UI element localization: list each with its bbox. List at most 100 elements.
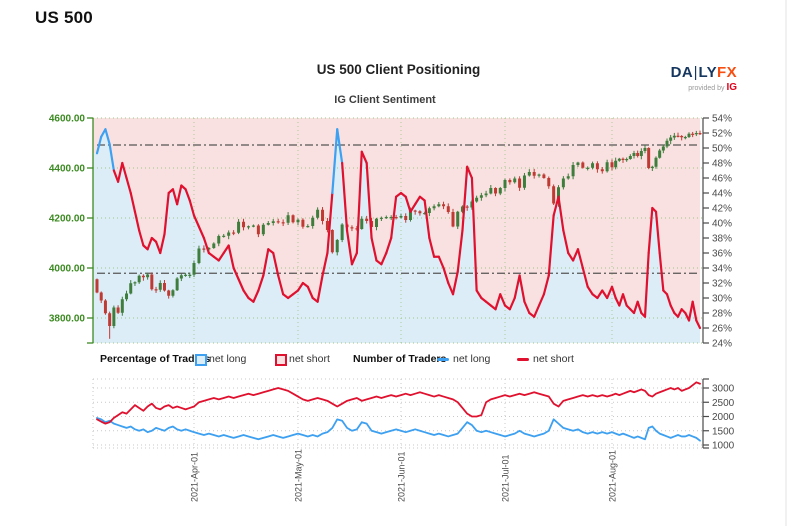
candle-body [694,133,698,135]
candle-body [527,172,531,176]
candle-body [389,217,393,219]
percent-tick-label: 36% [712,249,732,260]
candle-body [687,133,691,137]
net-short-pct-segment [345,229,354,266]
logo-fx: FX [717,64,737,81]
candle-body [271,221,275,223]
net-short-pct-segment [252,289,260,303]
percent-axis: 24% 26% 28% 30% 32% 34% 36% 38% 40% 42% 44% 46% 48% 5… [702,114,732,350]
candle-body [683,137,687,139]
candle-body [311,217,315,226]
candle-body [698,133,702,135]
net-short-pct-segment [133,210,141,232]
net-short-pct-segment [567,251,575,262]
dailyfx-wordmark: DA|LYFX [637,64,737,81]
net-short-count-line [96,381,701,425]
net-short-pct-segment [237,278,245,292]
net-short-pct-segment [277,274,285,296]
candle-body [301,219,305,227]
net-short-pct-segment [129,191,137,213]
logo-bar-icon: | [693,64,698,81]
candle-body [154,289,158,291]
percent-tick-label: 26% [712,324,732,335]
net-short-pct-segment [296,281,305,292]
candle-body [394,217,398,219]
candle-body [330,230,334,253]
candle-body [557,187,560,204]
candle-body [451,212,455,227]
candle-body [418,211,422,214]
net-short-pct-segment [365,161,373,240]
candle-body [650,166,654,168]
candle-body [617,158,621,161]
net-short-pct-segment [669,304,676,315]
candle-body [498,188,502,194]
net-short-pct-segment [350,251,358,266]
candle-body [112,307,116,326]
candle-body [202,248,206,250]
candle-body [437,204,441,207]
candle-body [408,210,412,220]
legend-num-long-dash-icon [437,358,449,361]
candle-body [399,216,403,218]
net-short-pct-segment [466,165,474,180]
candle-body [384,217,388,219]
percent-tick-label: 46% [712,174,732,185]
legend: Percentage of Traders net long net short… [0,351,812,368]
candle-body [158,283,162,290]
candle-body [261,224,265,235]
net-short-pct-segment [499,293,507,307]
candle-body [513,178,517,183]
net-short-pct-segment [321,251,329,277]
sentiment-line [95,128,702,330]
candle-body [217,236,221,244]
chart-subtitle: IG Client Sentiment [334,94,436,106]
net-long-count-line [96,417,701,442]
candle-body [306,226,310,228]
net-long-pct-segment [95,135,103,155]
candle-body [639,151,643,156]
candle-body [237,221,241,233]
net-short-pct-segment [159,233,166,255]
count-tick-label: 1000 [712,441,735,452]
logo-tagline: provided by IG [637,82,737,94]
net-short-pct-segment [355,150,363,255]
net-short-pct-segment [601,289,609,300]
date-tick-label: 2021-Jul-01 [501,454,511,502]
net-short-pct-segment [146,236,153,251]
candle-body [162,283,166,291]
net-short-pct-segment [171,188,179,206]
candle-body [661,146,665,151]
page-title: US 500 [35,8,93,27]
candle-body [316,209,320,218]
net-short-pct-segment [542,274,550,296]
percent-tick-label: 50% [712,144,732,155]
net-short-pct-segment [647,206,654,255]
net-short-pct-segment [437,255,445,270]
candle-body [614,160,618,168]
net-short-pct-segment [262,248,270,277]
net-short-pct-segment [138,229,145,247]
candle-body [571,165,575,177]
candle-body [276,221,280,223]
net-short-pct-segment [576,248,584,270]
net-short-pct-segment [691,300,698,322]
price-tick-label: 4000.00 [49,264,86,275]
candle-body [325,221,329,230]
price-tick-label: 3800.00 [49,314,86,325]
logo-ig: IG [726,82,737,94]
candle-body [222,235,226,237]
net-short-pct-segment [370,236,378,262]
legend-pct-net-long-label: net long [209,353,247,365]
net-short-pct-segment [428,236,436,258]
candle-body [489,188,493,194]
net-short-pct-segment [451,270,459,296]
legend-num-net-short-label: net short [533,353,574,365]
candle-body [266,223,270,225]
net-short-pct-segment [518,274,526,303]
net-short-pct-segment [414,195,422,206]
candle-body [256,225,260,235]
candle-body [446,206,450,212]
